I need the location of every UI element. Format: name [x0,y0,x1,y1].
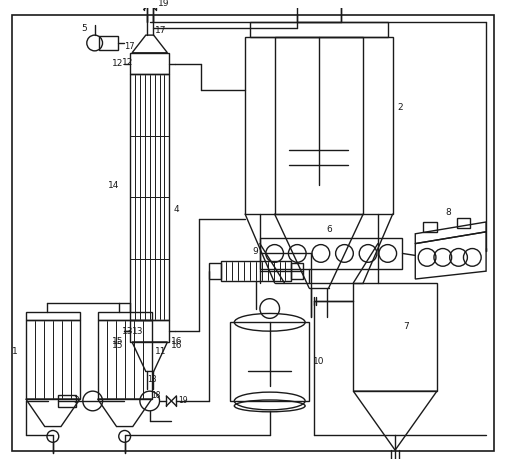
Text: 13: 13 [132,327,143,336]
Text: 14: 14 [108,180,120,190]
Text: 12: 12 [122,58,133,67]
Text: 19: 19 [178,397,187,405]
Bar [422,222,436,232]
Bar [249,22,387,37]
Text: 9: 9 [251,247,257,256]
Text: 12: 12 [112,59,124,68]
Bar [352,283,436,391]
Bar [26,313,80,320]
Text: 3: 3 [73,397,79,405]
Bar [291,263,302,279]
Text: 18: 18 [152,391,161,400]
Text: 1: 1 [12,347,18,356]
Text: 2: 2 [397,103,402,112]
Bar [130,53,169,74]
Text: 5: 5 [81,24,86,33]
Bar [456,218,470,228]
Bar [97,320,152,399]
Text: 11: 11 [155,347,166,356]
Bar [296,6,340,22]
Bar [58,395,76,407]
Text: 10: 10 [313,357,324,366]
Bar [26,320,80,399]
Text: 15: 15 [112,341,124,350]
Bar [244,37,392,214]
Text: 6: 6 [326,225,331,235]
Text: 17: 17 [124,42,134,51]
Text: 18: 18 [146,375,156,384]
Text: 16: 16 [171,337,182,347]
Text: 4: 4 [173,205,179,214]
Bar [97,313,152,320]
Bar [274,37,363,214]
Bar [260,238,401,269]
Bar [130,74,169,320]
Text: 15: 15 [112,337,124,347]
Text: 19: 19 [157,0,169,8]
Text: 7: 7 [402,322,408,331]
Bar [220,261,291,281]
Text: 13: 13 [122,327,133,336]
Bar [98,36,118,50]
Bar [230,322,309,401]
Bar [130,320,169,342]
Text: 17: 17 [155,26,166,35]
Text: 16: 16 [171,341,182,350]
Text: 8: 8 [445,207,450,217]
Bar [209,263,220,279]
